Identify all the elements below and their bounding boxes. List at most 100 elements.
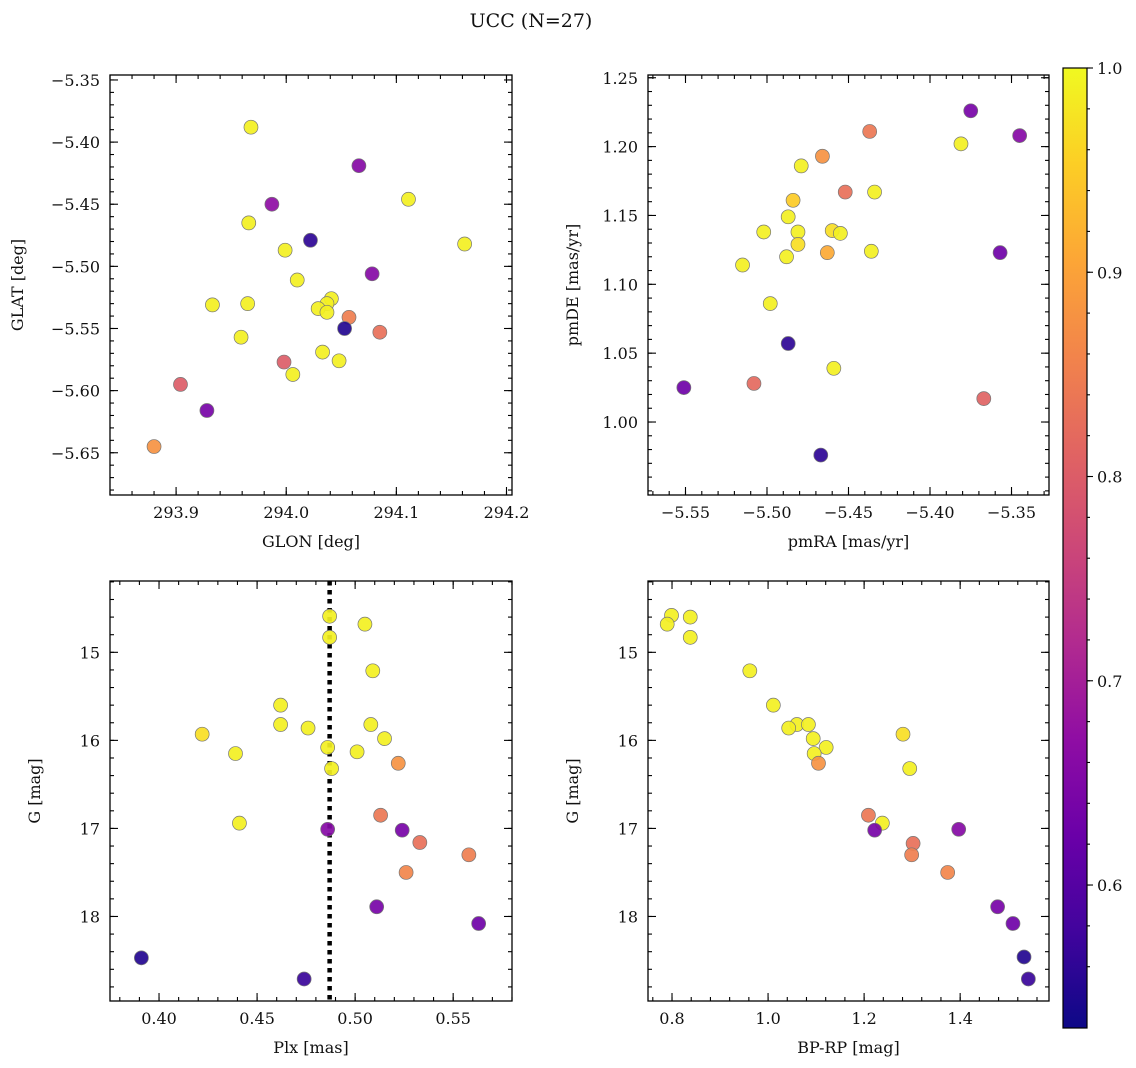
axes-frame xyxy=(647,580,1050,1002)
y-tick-label: 18 xyxy=(618,907,638,926)
data-point xyxy=(349,744,365,760)
colorbar-gradient xyxy=(1062,67,1088,1029)
data-point xyxy=(205,297,220,313)
data-point xyxy=(735,257,750,273)
data-point xyxy=(319,304,335,320)
colorbar-tick-label: 1.0 xyxy=(1097,59,1122,78)
y-tick-label: 1.00 xyxy=(602,413,638,432)
data-point xyxy=(351,158,367,174)
data-point xyxy=(826,360,842,376)
data-point xyxy=(867,822,883,838)
data-point xyxy=(398,865,414,880)
data-point xyxy=(992,245,1008,260)
data-point xyxy=(296,971,312,987)
x-tick-label: −5.45 xyxy=(824,503,873,522)
y-tick-label: −5.45 xyxy=(51,195,100,214)
data-point xyxy=(765,697,781,713)
data-point xyxy=(322,630,337,645)
data-point xyxy=(471,916,487,931)
panel-glon-glat: 293.9 294.0 294.1 294.2 −5.35 −5.40 −5.45 −5.50… xyxy=(8,71,529,551)
data-point xyxy=(801,717,816,732)
y-tick-label: 16 xyxy=(618,731,638,750)
data-point xyxy=(412,835,428,850)
data-point xyxy=(659,616,675,632)
data-point xyxy=(369,899,385,915)
data-point xyxy=(895,726,911,742)
x-tick-label: 294.0 xyxy=(263,503,309,522)
data-point xyxy=(363,717,379,732)
data-point xyxy=(793,158,809,174)
data-point xyxy=(953,136,969,152)
x-tick-label: 0.45 xyxy=(239,1009,275,1028)
data-point xyxy=(315,344,330,360)
data-point xyxy=(780,209,796,225)
y-tick-label: 1.05 xyxy=(602,344,638,363)
axes-frame xyxy=(647,74,1050,496)
data-point xyxy=(762,296,778,311)
figure-title: UCC (N=27) xyxy=(470,10,593,32)
data-point xyxy=(134,950,149,966)
data-point xyxy=(951,821,967,837)
data-point xyxy=(228,746,243,761)
data-point xyxy=(780,336,796,351)
y-tick-label: 1.15 xyxy=(602,206,638,225)
x-tick-label: 293.9 xyxy=(153,503,199,522)
data-point xyxy=(173,377,188,392)
y-tick-label: 18 xyxy=(80,907,100,926)
data-point xyxy=(781,720,797,736)
colorbar-ticks: 0.6 0.7 0.8 0.9 1.0 xyxy=(1087,59,1122,968)
data-point xyxy=(863,243,879,259)
colorbar-tick-label: 0.9 xyxy=(1097,263,1122,282)
data-point xyxy=(963,103,979,119)
data-point xyxy=(320,740,336,755)
data-point xyxy=(324,761,339,776)
x-tick-label: 1.4 xyxy=(947,1009,972,1028)
data-point xyxy=(990,899,1005,915)
x-tick-label: 0.8 xyxy=(659,1009,684,1028)
data-point xyxy=(461,847,477,863)
data-point xyxy=(243,119,259,135)
data-point xyxy=(233,329,249,345)
data-point xyxy=(785,192,801,208)
x-axis-label: pmRA [mas/yr] xyxy=(788,532,910,551)
x-tick-label: 0.40 xyxy=(141,1009,177,1028)
data-point xyxy=(394,822,410,838)
data-point xyxy=(199,403,215,418)
data-point xyxy=(904,847,920,863)
data-point xyxy=(815,148,830,164)
data-point xyxy=(240,296,256,311)
data-point xyxy=(390,755,406,771)
y-tick-label: −5.65 xyxy=(51,444,100,463)
data-point xyxy=(746,376,762,391)
data-point xyxy=(401,191,416,207)
x-tick-label: −5.35 xyxy=(987,503,1036,522)
data-point xyxy=(861,807,876,823)
data-point xyxy=(457,236,472,252)
data-point xyxy=(682,630,698,645)
data-point xyxy=(779,249,794,265)
data-point xyxy=(194,726,210,742)
data-point xyxy=(357,616,373,632)
data-point xyxy=(832,226,848,241)
data-point xyxy=(811,755,826,771)
data-point xyxy=(232,815,247,831)
data-point xyxy=(790,237,806,252)
x-tick-label: 1.2 xyxy=(851,1009,876,1028)
y-tick-label: 1.10 xyxy=(602,275,638,294)
data-point xyxy=(682,609,698,625)
x-tick-label: 0.50 xyxy=(337,1009,373,1028)
colorbar: 0.6 0.7 0.8 0.9 1.0 xyxy=(1062,59,1122,1029)
data-point xyxy=(862,124,878,139)
data-point xyxy=(273,717,288,732)
x-axis-label: Plx [mas] xyxy=(273,1038,348,1057)
data-point xyxy=(867,184,882,200)
x-axis-label: GLON [deg] xyxy=(262,532,360,551)
y-tick-label: 17 xyxy=(80,819,100,838)
data-point xyxy=(1005,916,1021,931)
data-point xyxy=(902,761,918,776)
data-point xyxy=(813,447,829,463)
data-point xyxy=(676,380,692,395)
y-tick-label: 1.20 xyxy=(602,138,638,157)
y-tick-label: −5.55 xyxy=(51,319,100,338)
